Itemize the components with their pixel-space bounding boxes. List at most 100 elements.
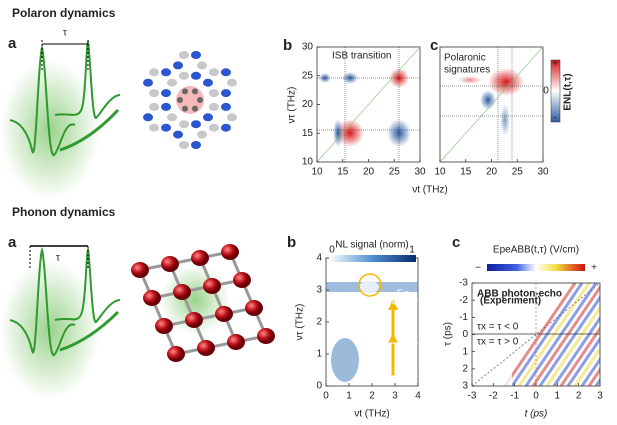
colorbar-label: EpeABB(t,τ) (V/cm): [493, 245, 579, 256]
y-tick-label: -2: [459, 295, 468, 306]
colorbar-tick: −: [475, 263, 481, 274]
pulse-illustration: [0, 39, 121, 200]
x-tick-label: -2: [489, 391, 498, 402]
heatmap: [326, 273, 418, 382]
atom: [161, 123, 172, 132]
y-axis-label: τ (ps): [443, 322, 454, 346]
x-tick-label: 15: [337, 167, 349, 178]
atom: [149, 68, 160, 77]
heatmap: [316, 46, 421, 163]
x-tick-label: 30: [537, 167, 549, 178]
y-tick-label: 1: [462, 346, 468, 357]
atom: [173, 61, 183, 70]
atom: [192, 88, 198, 95]
y-tick-label: -3: [459, 278, 468, 289]
annotation: ABB photon-echo: [477, 289, 562, 300]
atom: [221, 244, 239, 260]
y-tick-label: 15: [302, 128, 314, 139]
atom: [257, 328, 275, 344]
stripe: [580, 356, 600, 386]
panel-label: b: [287, 234, 296, 251]
atom: [227, 334, 245, 350]
stripe: [538, 295, 600, 386]
atom: [220, 89, 231, 98]
panel-label: b: [283, 37, 292, 54]
x-tick-label: 10: [434, 167, 446, 178]
annotation: 0: [374, 369, 380, 380]
y-tick-label: 3: [462, 381, 468, 392]
atom: [143, 290, 161, 306]
x-tick-label: 0: [323, 391, 329, 402]
x-tick-label: 20: [363, 167, 375, 178]
annotation: Eg: [397, 289, 409, 300]
section-title: Polaron dynamics: [12, 6, 116, 20]
annotation: mode: [350, 332, 375, 343]
colorbar: [487, 264, 585, 271]
x-tick-label: -3: [468, 391, 477, 402]
y-tick-label: 2: [462, 363, 468, 374]
section-title: Phonon dynamics: [12, 205, 116, 219]
stripe: [510, 283, 584, 386]
panel-label: a: [8, 234, 17, 251]
x-tick-label: 10: [311, 167, 323, 178]
colorbar-tick: 0: [543, 86, 549, 97]
annotation: τx = τ > 0: [477, 337, 519, 348]
atom: [155, 318, 173, 334]
y-tick-label: 1: [316, 349, 322, 360]
stripe: [503, 283, 577, 386]
heatmap: [439, 46, 544, 163]
x-tick-label: -1: [510, 391, 519, 402]
x-axis-label: νt (THz): [354, 409, 390, 420]
tau-label: τ: [63, 28, 67, 39]
atom: [208, 102, 219, 111]
annotation: τx = τ < 0: [477, 322, 519, 333]
annotation: A1g: [398, 365, 416, 376]
colorbar: [550, 59, 561, 123]
atom: [191, 51, 201, 60]
atom: [220, 102, 231, 111]
y-tick-label: 20: [302, 99, 314, 110]
stripe: [559, 325, 600, 386]
annotation: ISB transition: [332, 51, 391, 62]
atom: [197, 130, 207, 139]
atom: [203, 278, 221, 294]
x-tick-label: 3: [597, 391, 603, 402]
stripe: [524, 283, 598, 386]
tau-label: τ: [56, 253, 60, 264]
hex-lattice: [143, 51, 237, 149]
guide-line: [471, 282, 601, 387]
atom: [161, 256, 179, 272]
atom: [215, 306, 233, 322]
atom: [149, 123, 160, 132]
annotation: signatures: [444, 65, 490, 76]
x-axis-label: νt (THz): [412, 185, 448, 196]
x-tick-label: 2: [369, 391, 375, 402]
colorbar: [329, 255, 416, 262]
atom: [208, 123, 219, 132]
atom: [149, 102, 160, 111]
atom: [143, 78, 154, 87]
y-axis-label: ντ (THz): [295, 304, 306, 341]
atom: [197, 97, 203, 103]
atom: [208, 89, 219, 98]
colorbar-tick: 1: [409, 245, 415, 256]
x-tick-label: 25: [389, 167, 401, 178]
atom: [182, 105, 188, 112]
x-tick-label: 1: [346, 391, 352, 402]
atom: [161, 102, 172, 111]
y-tick-label: -1: [459, 312, 468, 323]
y-tick-label: 4: [316, 253, 322, 264]
x-tick-label: 3: [392, 391, 398, 402]
atom: [131, 262, 149, 278]
heatmap: [472, 283, 600, 386]
stripe: [552, 315, 600, 386]
y-tick-label: 30: [302, 42, 314, 53]
atom: [182, 88, 188, 95]
y-tick-label: 2: [316, 317, 322, 328]
annotation: Raman-active: [340, 297, 402, 308]
colorbar-label: ENL(t,τ): [563, 73, 574, 110]
colorbar-tick: +: [552, 59, 558, 70]
x-tick-label: 20: [486, 167, 498, 178]
atom: [179, 71, 189, 80]
